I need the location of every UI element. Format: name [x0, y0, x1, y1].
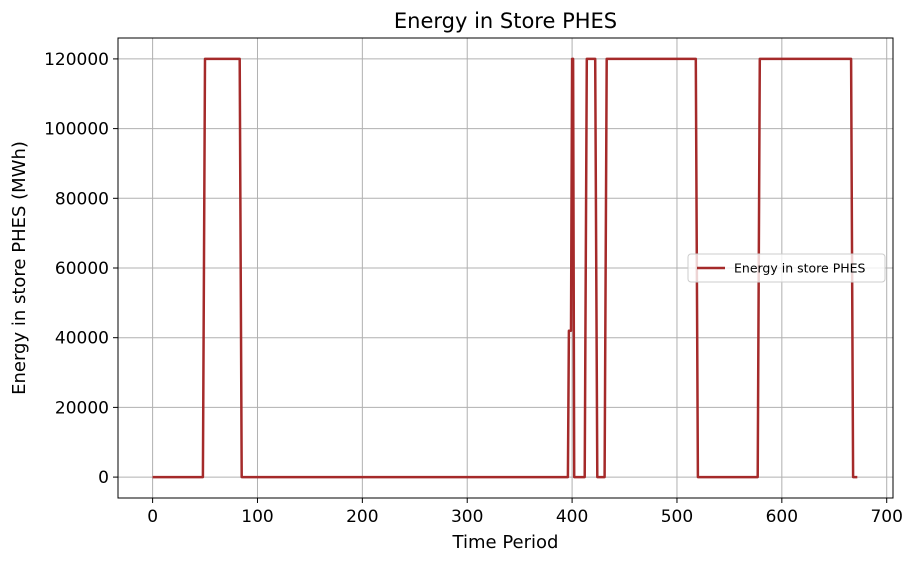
series-layer [152, 57, 858, 479]
y-axis-title: Energy in store PHES (MWh) [9, 141, 30, 395]
x-tick-label: 500 [661, 507, 693, 527]
legend: Energy in store PHES [687, 253, 886, 283]
axis-ticks: 0 100 200 300 400 500 600 700 0 20000 40000 60000 80… [44, 50, 903, 527]
y-tick-label: 120000 [44, 50, 109, 70]
y-tick-label: 80000 [55, 189, 109, 209]
y-tick-label: 100000 [44, 120, 109, 140]
x-tick-label: 700 [870, 507, 902, 527]
y-tick-label: 0 [98, 468, 109, 488]
x-tick-label: 200 [346, 507, 378, 527]
x-tick-label: 100 [241, 507, 273, 527]
x-axis-title: Time Period [452, 532, 559, 553]
y-tick-label: 20000 [55, 398, 109, 418]
grid [118, 38, 893, 498]
x-tick-label: 300 [451, 507, 483, 527]
series-line [152, 57, 858, 479]
legend-box [687, 253, 886, 283]
legend-label: Energy in store PHES [734, 261, 866, 276]
y-tick-label: 60000 [55, 259, 109, 279]
x-tick-label: 600 [766, 507, 798, 527]
x-tick-label: 400 [556, 507, 588, 527]
chart-title: Energy in Store PHES [394, 9, 617, 33]
x-tick-label: 0 [147, 507, 158, 527]
y-tick-label: 40000 [55, 329, 109, 349]
